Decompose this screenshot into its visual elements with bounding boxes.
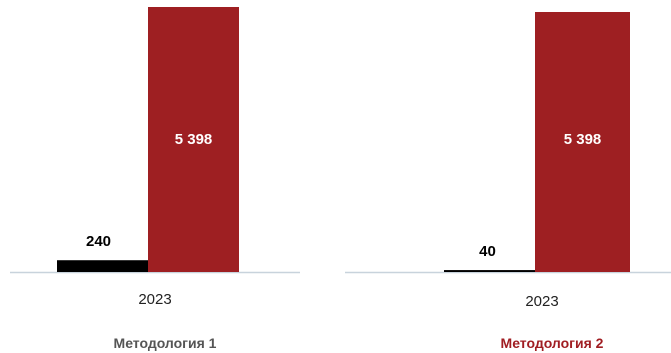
data-label-secondary: 240 bbox=[86, 233, 111, 250]
bar-primary bbox=[535, 12, 630, 272]
bar-secondary bbox=[444, 270, 539, 272]
panel-title: Методология 2 bbox=[501, 335, 604, 351]
x-tick-label: 2023 bbox=[138, 291, 171, 308]
data-label-secondary: 40 bbox=[479, 243, 496, 260]
bar-secondary bbox=[57, 260, 148, 272]
bar-primary bbox=[148, 7, 239, 272]
data-label-primary: 5 398 bbox=[564, 131, 602, 148]
x-tick-label: 2023 bbox=[525, 293, 558, 310]
panel-title: Методология 1 bbox=[114, 335, 217, 351]
data-label-primary: 5 398 bbox=[175, 131, 213, 148]
